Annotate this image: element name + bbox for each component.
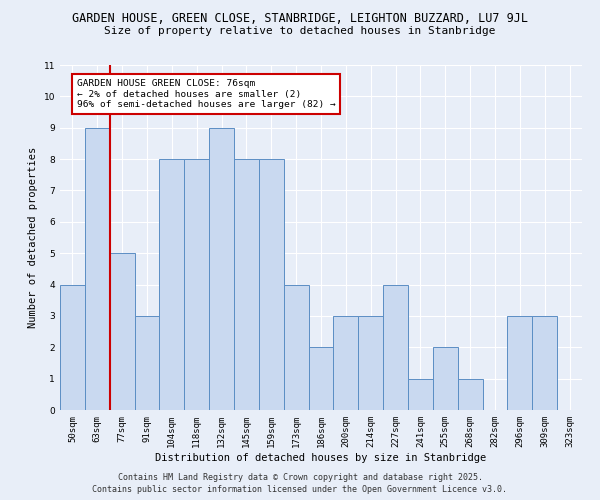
Y-axis label: Number of detached properties: Number of detached properties xyxy=(28,147,38,328)
Text: Contains HM Land Registry data © Crown copyright and database right 2025.
Contai: Contains HM Land Registry data © Crown c… xyxy=(92,472,508,494)
Bar xyxy=(308,348,334,410)
Bar xyxy=(160,159,184,410)
Bar xyxy=(284,284,308,410)
Bar xyxy=(508,316,532,410)
Text: Size of property relative to detached houses in Stanbridge: Size of property relative to detached ho… xyxy=(104,26,496,36)
Bar xyxy=(433,348,458,410)
Bar xyxy=(60,284,85,410)
Bar xyxy=(234,159,259,410)
Bar xyxy=(358,316,383,410)
Bar xyxy=(334,316,358,410)
Bar xyxy=(383,284,408,410)
Bar xyxy=(110,253,134,410)
Bar xyxy=(532,316,557,410)
Bar xyxy=(408,378,433,410)
Text: GARDEN HOUSE GREEN CLOSE: 76sqm
← 2% of detached houses are smaller (2)
96% of s: GARDEN HOUSE GREEN CLOSE: 76sqm ← 2% of … xyxy=(77,79,335,109)
Bar xyxy=(184,159,209,410)
Bar xyxy=(134,316,160,410)
Text: GARDEN HOUSE, GREEN CLOSE, STANBRIDGE, LEIGHTON BUZZARD, LU7 9JL: GARDEN HOUSE, GREEN CLOSE, STANBRIDGE, L… xyxy=(72,12,528,26)
Bar xyxy=(259,159,284,410)
Bar xyxy=(458,378,482,410)
Bar xyxy=(209,128,234,410)
Bar xyxy=(85,128,110,410)
X-axis label: Distribution of detached houses by size in Stanbridge: Distribution of detached houses by size … xyxy=(155,452,487,462)
